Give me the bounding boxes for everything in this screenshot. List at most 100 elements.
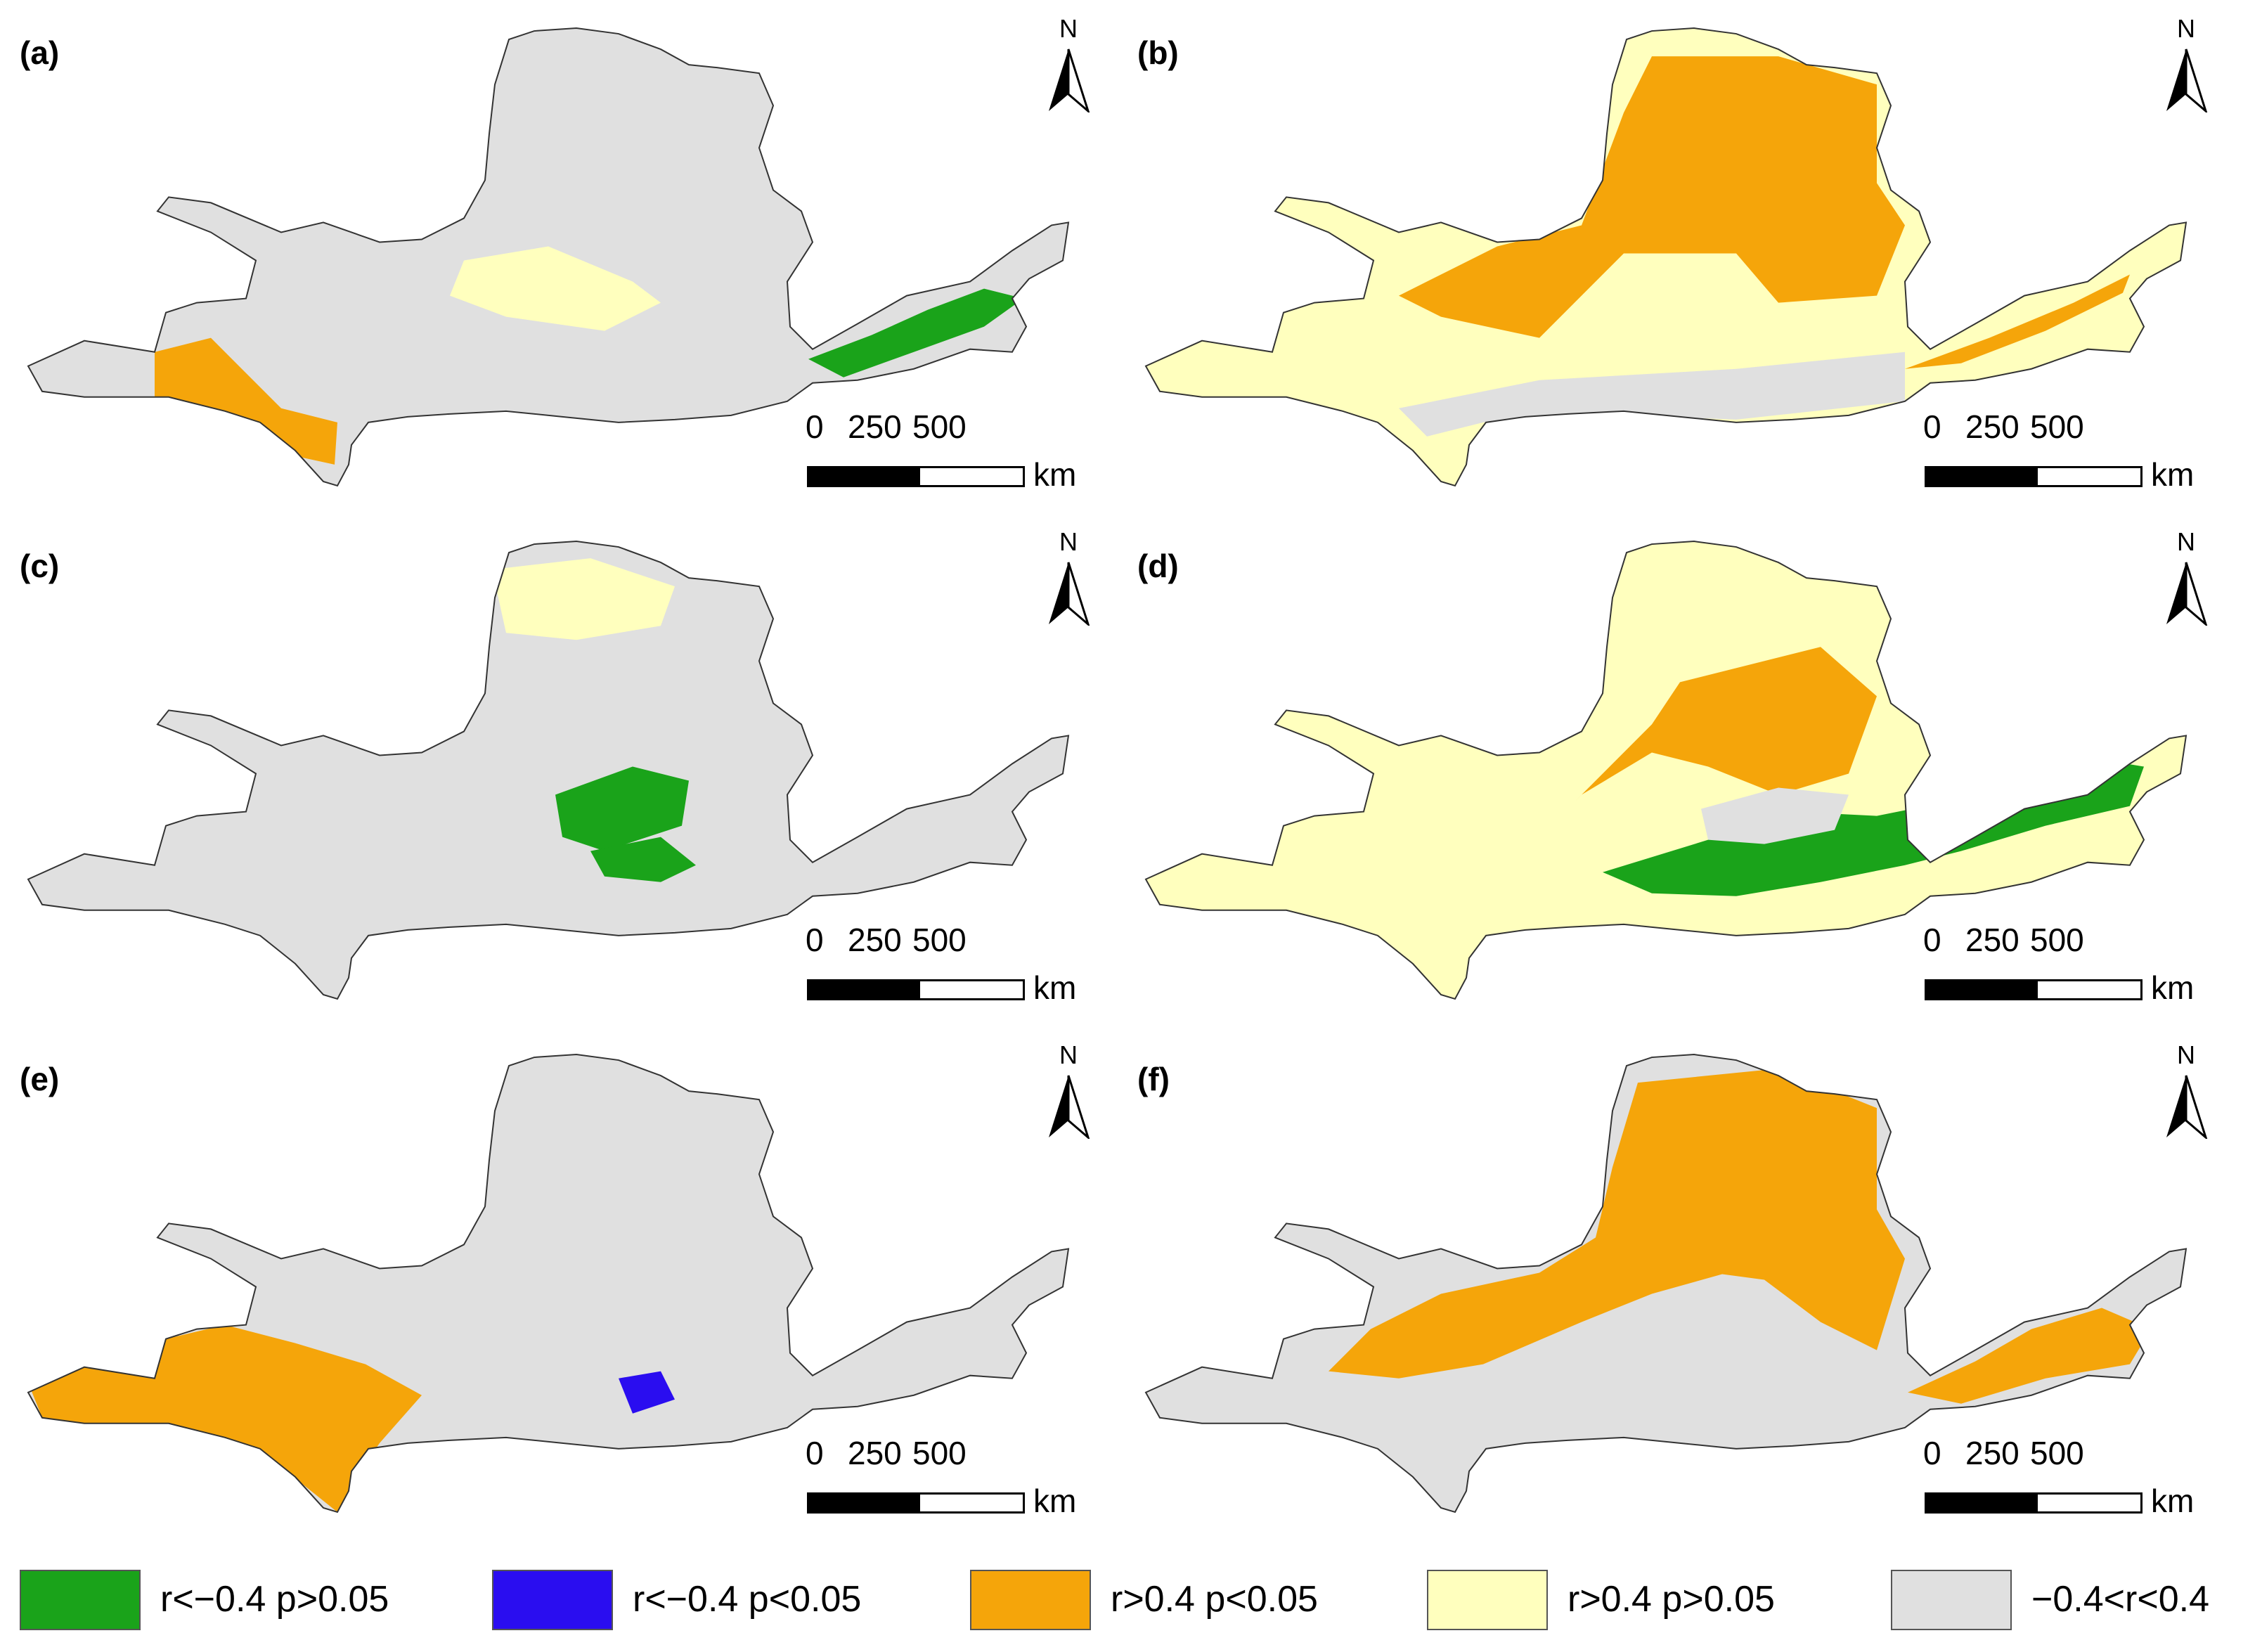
scale-segment-black: [1925, 466, 2037, 487]
scale-tick-label: 0: [1923, 1435, 1941, 1471]
scale-tick-label: 250: [1965, 408, 2019, 445]
legend-label: r>0.4 p<0.05: [1111, 1579, 1318, 1620]
scale-segment-black: [807, 466, 919, 487]
scale-unit: km: [1033, 1483, 1077, 1519]
map-panel: (d) N 0 250 500 km: [1118, 513, 2214, 1016]
legend-swatch: [1427, 1570, 1548, 1630]
panel-label: (f): [1137, 1061, 1170, 1097]
basin-map: [27, 27, 1070, 487]
north-arrow-icon: [1049, 562, 1090, 626]
panel-label: (e): [20, 1061, 60, 1097]
scale-tick-label: 250: [1965, 1435, 2019, 1471]
basin-map: [27, 541, 1070, 1000]
correlation-patch: [1568, 647, 1877, 809]
north-arrow-icon: [2166, 1075, 2208, 1139]
correlation-patch: [619, 1371, 675, 1414]
scale-segment-black: [1925, 1492, 2037, 1514]
scale-segment-black: [807, 979, 919, 1000]
basin-map: [27, 1054, 1070, 1514]
north-label: N: [1059, 14, 1078, 43]
scale-bar: 0 250 500 km: [1923, 1434, 2206, 1519]
north-label: N: [2177, 1040, 2195, 1069]
map-panel: (a) N 0 250 500 km: [0, 0, 1097, 503]
north-label: N: [1059, 1040, 1078, 1069]
north-arrow-icon: [2166, 562, 2208, 626]
panel-label: (d): [1137, 548, 1179, 584]
scale-unit: km: [2151, 456, 2195, 493]
map-panel: (f) N 0 250 500 km: [1118, 1026, 2214, 1529]
correlation-patch: [31, 1324, 422, 1512]
map-panel: (c) N 0 250 500 km: [0, 513, 1097, 1016]
scale-bar: 0 250 500 km: [806, 408, 1088, 493]
legend-label: r<−0.4 p>0.05: [160, 1579, 389, 1620]
north-arrow: N: [2158, 14, 2214, 120]
scale-tick-label: 0: [1923, 922, 1941, 958]
correlation-patch: [492, 558, 675, 640]
legend-label: r>0.4 p>0.05: [1568, 1579, 1775, 1620]
correlation-patch: [555, 766, 689, 851]
scale-segment-black: [807, 1492, 919, 1514]
north-arrow-icon: [2166, 49, 2208, 112]
scale-tick-label: 250: [848, 1435, 902, 1471]
scale-bar: 0 250 500 km: [1923, 921, 2206, 1006]
correlation-patch: [1399, 56, 1905, 338]
basin-base: [1146, 541, 2186, 999]
basin-map: [1144, 541, 2187, 1000]
legend-swatch: [970, 1570, 1091, 1630]
north-arrow: N: [2158, 527, 2214, 633]
north-arrow: N: [1040, 527, 1097, 633]
scale-tick-label: 0: [806, 1435, 824, 1471]
scale-segment-black: [1925, 979, 2037, 1000]
legend-swatch: [20, 1570, 141, 1630]
scale-tick-label: 0: [806, 922, 824, 958]
north-label: N: [2177, 527, 2195, 556]
scale-tick-label: 500: [912, 408, 967, 445]
scale-segment-white: [2036, 466, 2143, 487]
scale-tick-label: 0: [1923, 408, 1941, 445]
map-panel: (b) N 0 250 500 km: [1118, 0, 2214, 503]
correlation-patch: [1329, 1069, 1905, 1379]
scale-segment-white: [2036, 979, 2143, 1000]
scale-unit: km: [2151, 1483, 2195, 1519]
legend-swatch: [492, 1570, 613, 1630]
legend: r<−0.4 p>0.05 r<−0.4 p<0.05 r>0.4 p<0.05 r>…: [0, 1564, 2262, 1641]
north-arrow: N: [2158, 1040, 2214, 1146]
legend-label: r<−0.4 p<0.05: [633, 1579, 862, 1620]
north-arrow: N: [1040, 1040, 1097, 1146]
scale-segment-white: [918, 979, 1025, 1000]
basin-outline: [27, 1054, 1070, 1514]
correlation-patch: [1399, 351, 1905, 437]
north-arrow-icon: [1049, 49, 1090, 112]
basin-outline: [1144, 1054, 2187, 1514]
legend-swatch: [1891, 1570, 2012, 1630]
correlation-patch: [1701, 787, 1849, 844]
basin-outline: [27, 541, 1070, 1000]
scale-bar: 0 250 500 km: [806, 1434, 1088, 1519]
scale-tick-label: 500: [2030, 922, 2084, 958]
panel-label: (b): [1137, 34, 1179, 71]
scale-tick-label: 500: [912, 922, 967, 958]
correlation-patch: [155, 337, 337, 465]
scale-tick-label: 0: [806, 408, 824, 445]
basin-outline: [27, 27, 1070, 487]
basin-map: [1144, 1054, 2187, 1514]
scale-tick-label: 500: [912, 1435, 967, 1471]
scale-bar: 0 250 500 km: [806, 921, 1088, 1006]
scale-tick-label: 500: [2030, 1435, 2084, 1471]
scale-unit: km: [1033, 969, 1077, 1006]
scale-unit: km: [2151, 969, 2195, 1006]
scale-segment-white: [2036, 1492, 2143, 1514]
scale-bar: 0 250 500 km: [1923, 408, 2206, 493]
north-label: N: [2177, 14, 2195, 43]
map-panel: (e) N 0 250 500 km: [0, 1026, 1097, 1529]
panel-label: (c): [20, 548, 60, 584]
basin-map: [1144, 27, 2187, 487]
scale-tick-label: 250: [1965, 922, 2019, 958]
scale-tick-label: 500: [2030, 408, 2084, 445]
basin-outline: [1144, 27, 2187, 487]
scale-unit: km: [1033, 456, 1077, 493]
scale-tick-label: 250: [848, 922, 902, 958]
panel-label: (a): [20, 34, 60, 71]
basin-outline: [1144, 541, 2187, 1000]
basin-base: [1146, 28, 2186, 486]
